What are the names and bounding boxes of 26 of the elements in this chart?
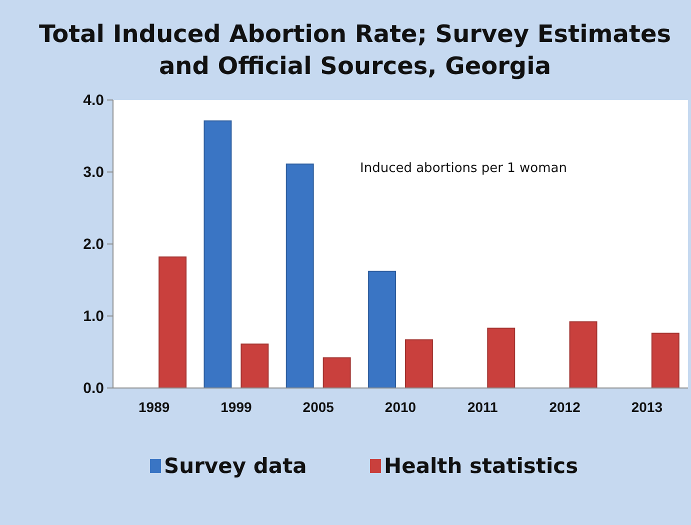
y-tick-label: 4.0 xyxy=(83,92,104,109)
bar xyxy=(651,332,680,388)
y-tick-label: 1.0 xyxy=(83,308,104,325)
x-tick-label: 2010 xyxy=(384,398,416,415)
x-tick-label: 2013 xyxy=(631,398,663,415)
bar xyxy=(487,328,516,388)
x-tick-label: 2005 xyxy=(302,398,334,415)
x-tick-label: 2012 xyxy=(549,398,581,415)
y-tick-label: 3.0 xyxy=(83,164,104,181)
bar xyxy=(322,357,351,388)
legend-label: Health statistics xyxy=(384,454,578,478)
bar xyxy=(286,164,314,388)
y-tick-label: 0.0 xyxy=(83,380,104,397)
y-tick-label: 2.0 xyxy=(83,236,104,253)
x-tick-label: 2011 xyxy=(467,398,498,415)
bar xyxy=(240,344,269,388)
annotation: Induced abortions per 1 woman xyxy=(360,161,568,176)
bar xyxy=(158,256,187,388)
legend-label: Survey data xyxy=(164,454,307,478)
bar xyxy=(405,339,433,388)
bar xyxy=(204,120,232,388)
bar xyxy=(368,270,396,388)
bar xyxy=(569,321,598,388)
x-tick-label: 1989 xyxy=(138,398,170,415)
chart-title: Total Induced Abortion Rate; Survey Estimates and Official Sources, Georgia xyxy=(38,20,672,80)
x-tick-label: 1999 xyxy=(220,398,252,415)
